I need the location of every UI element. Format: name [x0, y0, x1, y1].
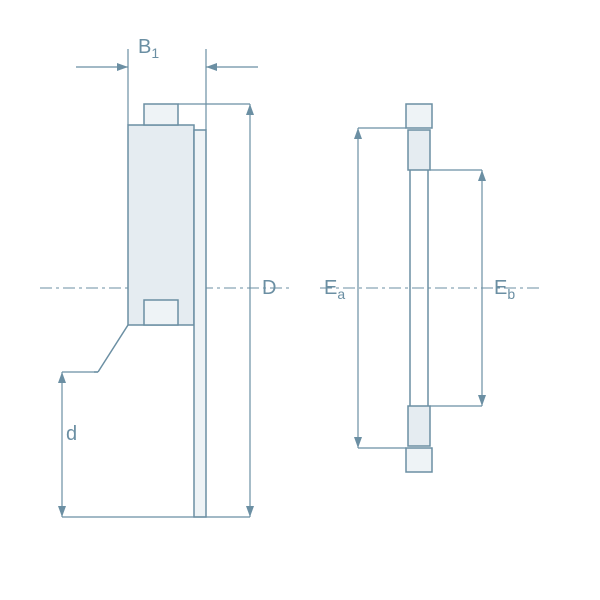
label-ea: Ea [324, 277, 345, 302]
diagram-stage: B1 D d Ea Eb [0, 0, 600, 600]
label-d-upper-main: D [262, 277, 276, 299]
label-ea-sub: a [337, 286, 345, 302]
label-eb-main: E [494, 277, 507, 299]
label-eb-sub: b [507, 286, 515, 302]
label-d-lower: d [66, 423, 77, 448]
label-d-upper: D [262, 277, 276, 302]
label-b1: B1 [138, 36, 159, 61]
label-b1-main: B [138, 36, 151, 58]
label-b1-sub: 1 [151, 45, 159, 61]
label-ea-main: E [324, 277, 337, 299]
label-eb: Eb [494, 277, 515, 302]
label-d-lower-main: d [66, 423, 77, 445]
